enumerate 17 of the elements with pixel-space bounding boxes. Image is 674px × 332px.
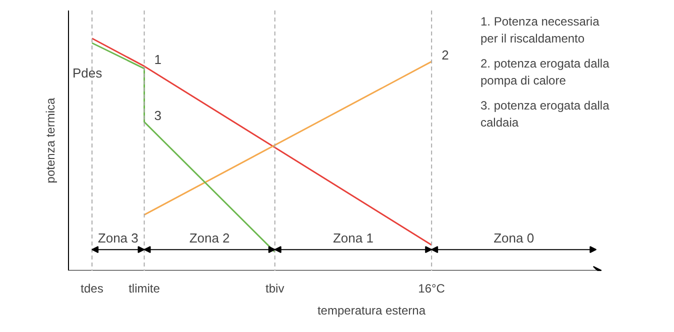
- x-tick-label: tdes: [80, 282, 104, 296]
- x-axis-title: temperatura esterna: [317, 304, 426, 318]
- series-label: 2: [442, 48, 449, 63]
- annotation: Zona 2: [189, 230, 230, 246]
- annotation: 2. potenza erogata dalla pompa di calore: [480, 56, 610, 88]
- x-tick-label: tlimite: [128, 282, 160, 296]
- annotation: Zona 0: [494, 230, 534, 246]
- annotation: 3. potenza erogata dalla caldaia: [480, 98, 610, 130]
- annotation: Zona 3: [98, 230, 138, 246]
- annotation: 1. Potenza necessaria per il riscaldamento: [480, 14, 600, 46]
- x-tick-label: tbiv: [266, 282, 284, 296]
- series-label: 3: [154, 108, 162, 123]
- annotation: Pdes: [72, 66, 103, 80]
- series-label: 1: [154, 52, 162, 68]
- y-axis-title: potenza termica: [44, 97, 58, 184]
- annotation: Zona 1: [332, 230, 374, 246]
- x-tick-label: 16°C: [418, 282, 446, 296]
